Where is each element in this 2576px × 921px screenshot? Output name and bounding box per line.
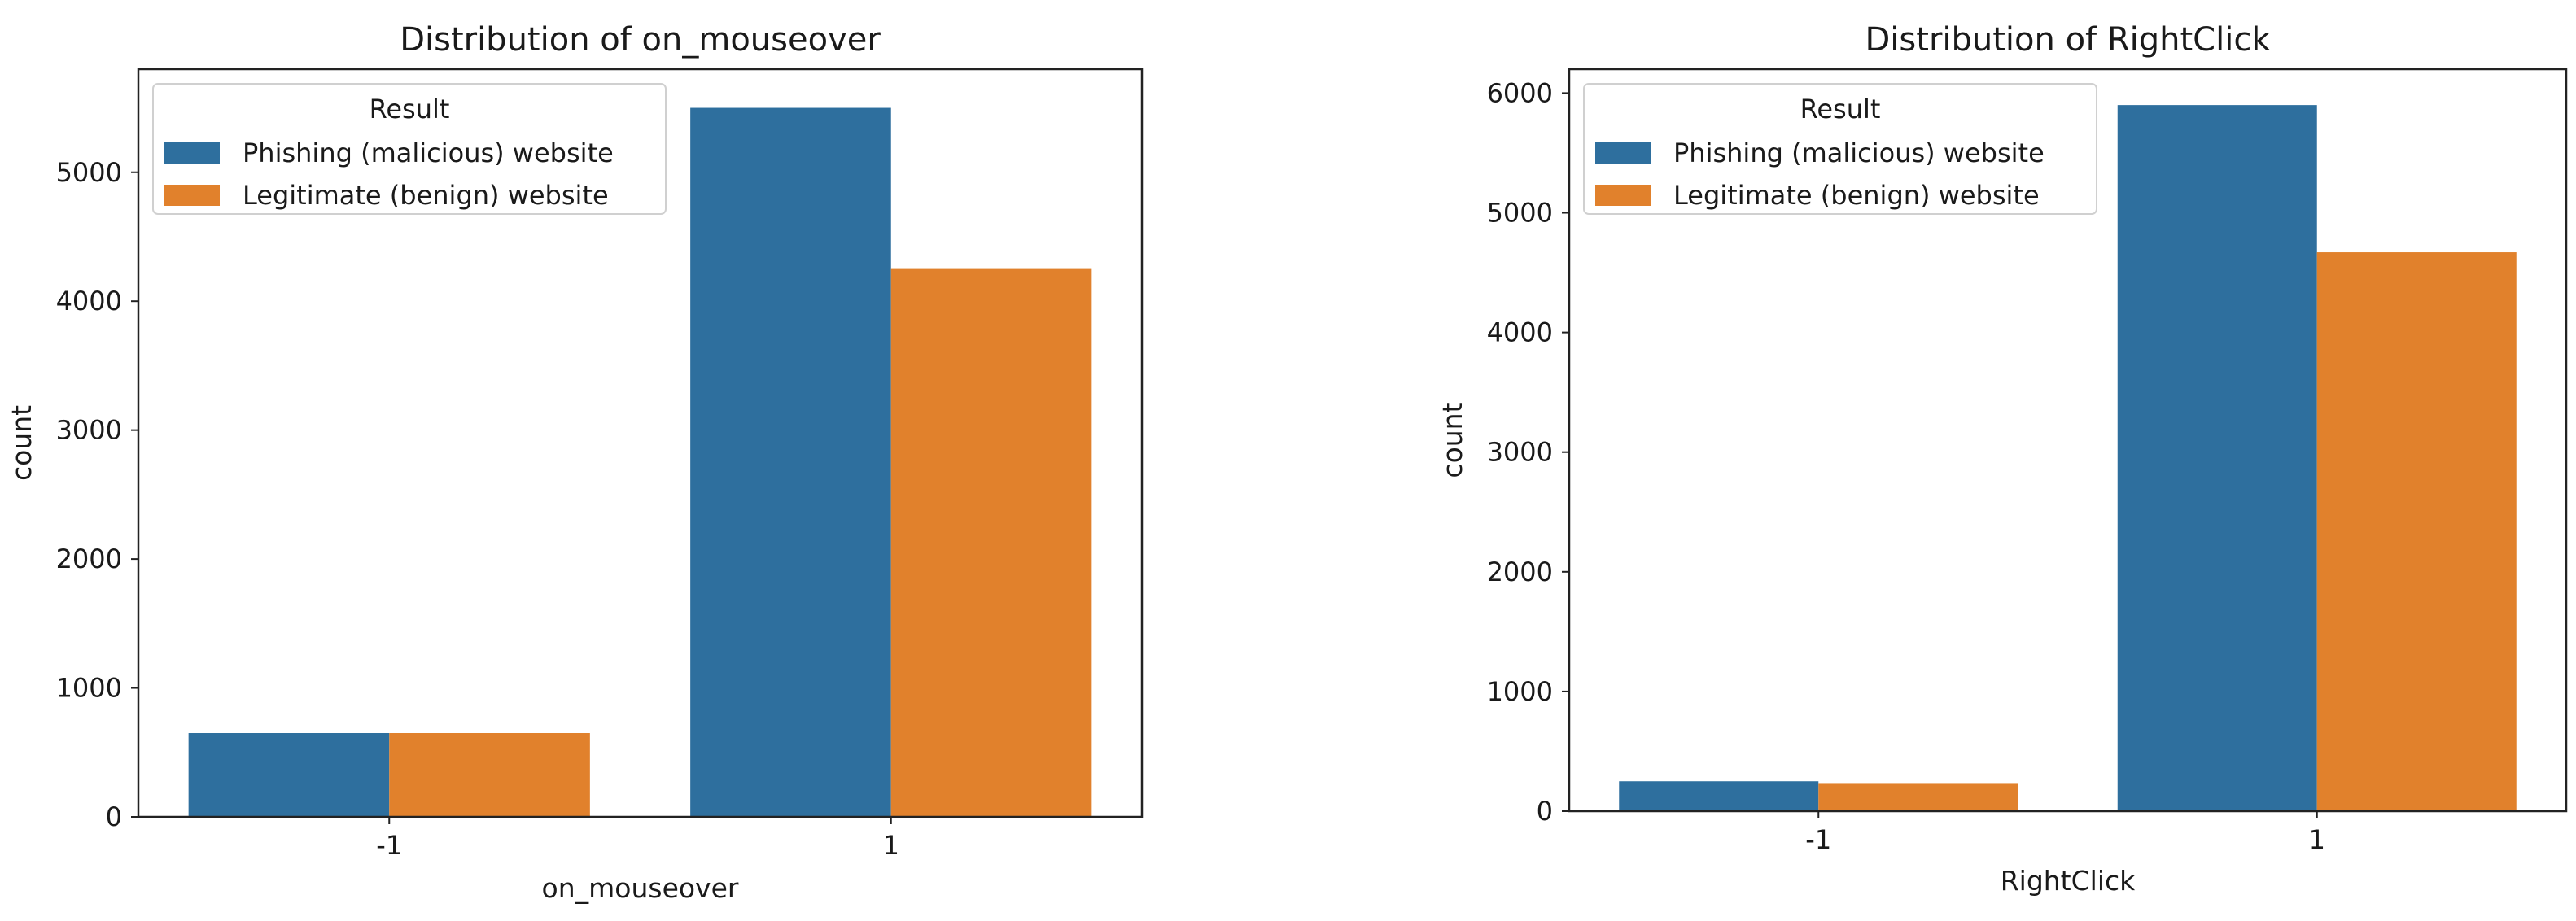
y-tick-label: 1000 (1487, 676, 1553, 707)
legend-box (152, 83, 667, 215)
y-tick-label: 4000 (1487, 317, 1553, 348)
y-tick-label: 0 (1537, 796, 1553, 827)
legend-label-phishing: Phishing (malicious) website (1673, 137, 2045, 168)
legend-swatch-legitimate (1595, 185, 1651, 206)
legend-label-legitimate: Legitimate (benign) website (1673, 180, 2040, 211)
chart-title: Distribution of on_mouseover (400, 21, 881, 59)
chart-title: Distribution of RightClick (1865, 21, 2272, 59)
legend-title: Result (370, 94, 450, 124)
legend-swatch-phishing (164, 142, 220, 164)
y-tick-label: 5000 (1487, 198, 1553, 229)
bar-legitimate-1 (2316, 252, 2517, 811)
chart-on-mouseover: Distribution of on_mouseover on_mouseove… (6, 21, 1144, 904)
legend-box (1583, 83, 2097, 215)
legend-swatch-phishing (1595, 142, 1651, 164)
plot-area: -1 1 0 1000 2000 3000 4000 5000 (56, 68, 1144, 861)
bar-legitimate-1 (890, 268, 1092, 817)
y-tick-label: 2000 (56, 543, 122, 574)
plot-area: -1 1 0 1000 2000 3000 4000 5000 6000 (1487, 68, 2568, 855)
bar-phishing-1 (2117, 105, 2317, 811)
x-tick-label: -1 (1805, 824, 1831, 855)
y-tick-label: 5000 (56, 157, 122, 188)
x-tick-label: 1 (2309, 824, 2325, 855)
legend: Result Phishing (malicious) website Legi… (1583, 83, 2097, 215)
bar-legitimate-neg1 (1818, 783, 2018, 811)
y-tick-label: 1000 (56, 673, 122, 704)
legend-swatch-legitimate (164, 185, 220, 206)
y-tick-label: 3000 (56, 415, 122, 446)
x-axis-label: RightClick (2001, 865, 2136, 897)
legend-label-phishing: Phishing (malicious) website (243, 137, 614, 168)
legend: Result Phishing (malicious) website Legi… (152, 83, 667, 215)
legend-label-legitimate: Legitimate (benign) website (243, 180, 609, 211)
y-tick-label: 0 (106, 801, 122, 832)
y-tick-label: 2000 (1487, 557, 1553, 587)
y-tick-label: 6000 (1487, 77, 1553, 108)
chart-rightclick: Distribution of RightClick RightClick co… (1437, 21, 2568, 897)
bar-legitimate-neg1 (389, 733, 590, 817)
bar-phishing-neg1 (188, 733, 390, 817)
y-axis-label: count (6, 405, 37, 481)
x-tick-label: 1 (883, 830, 899, 861)
bar-phishing-neg1 (1619, 781, 1819, 811)
legend-title: Result (1800, 94, 1881, 124)
bar-phishing-1 (690, 107, 891, 817)
y-tick-label: 4000 (56, 286, 122, 316)
x-axis-label: on_mouseover (542, 872, 739, 904)
y-tick-label: 3000 (1487, 437, 1553, 468)
axes-frame (1568, 68, 2568, 813)
x-tick-label: -1 (376, 830, 402, 861)
y-axis-label: count (1437, 402, 1468, 478)
axes-frame (137, 68, 1144, 818)
